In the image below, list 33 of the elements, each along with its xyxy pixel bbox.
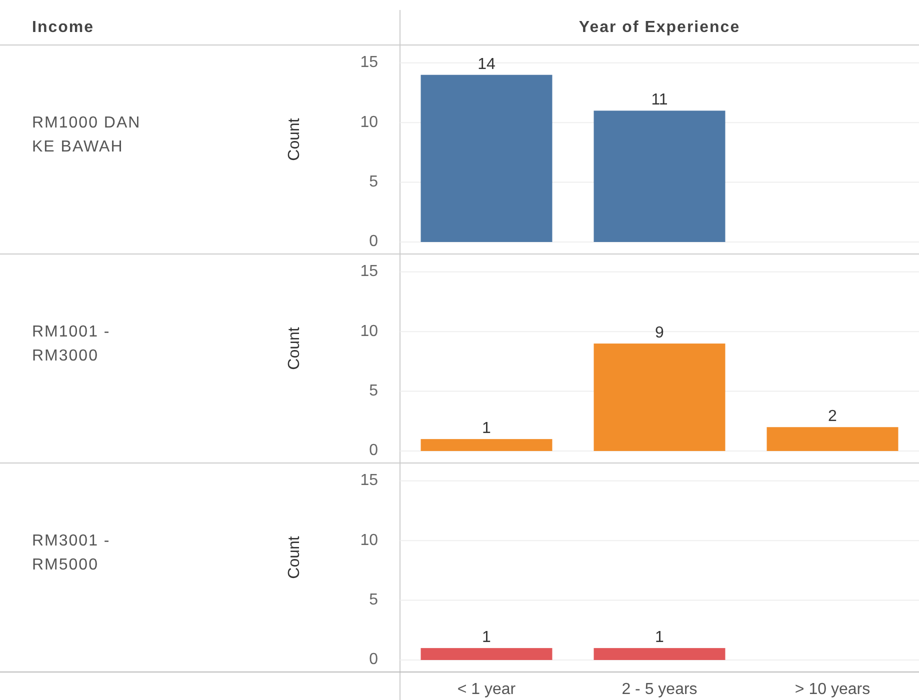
text: RM3001 - RM5000 <box>32 532 110 574</box>
y-axis-title: Count <box>286 118 304 161</box>
y-tick-label: 5 <box>369 592 378 609</box>
y-tick-label: 10 <box>360 322 378 340</box>
data-label: 9 <box>655 324 664 342</box>
x-tick-label: 2 - 5 years <box>622 681 698 698</box>
y-axis-title: Count <box>286 536 304 579</box>
y-tick-label: 0 <box>369 651 378 668</box>
y-tick-label: 15 <box>360 263 378 280</box>
y-tick-label: 15 <box>360 472 378 490</box>
data-label: 1 <box>482 629 492 646</box>
bar <box>594 344 726 451</box>
bar <box>420 439 552 451</box>
data-label: 1 <box>482 420 492 438</box>
x-tick-label: > 10 years <box>794 681 870 698</box>
data-label: 11 <box>651 92 668 109</box>
y-tick-label: 10 <box>360 114 378 131</box>
y-tick-label: 10 <box>360 532 378 549</box>
data-label: 2 <box>828 408 838 426</box>
y-tick-label: 0 <box>369 442 378 460</box>
data-label: 14 <box>478 56 496 73</box>
text: Income <box>32 19 94 36</box>
text: RM1000 DAN KE BAWAH <box>32 114 141 156</box>
text: RM1001 - RM3000 <box>32 324 110 364</box>
bar <box>766 427 898 451</box>
y-tick-label: 15 <box>360 54 378 72</box>
y-tick-label: 5 <box>369 174 378 191</box>
x-tick-label: < 1 year <box>457 681 516 698</box>
y-tick-label: 0 <box>369 233 378 250</box>
y-axis-title: Count <box>286 326 304 370</box>
text: Year of Experience <box>578 19 740 36</box>
y-tick-label: 5 <box>369 382 378 400</box>
data-label: 1 <box>655 629 664 646</box>
